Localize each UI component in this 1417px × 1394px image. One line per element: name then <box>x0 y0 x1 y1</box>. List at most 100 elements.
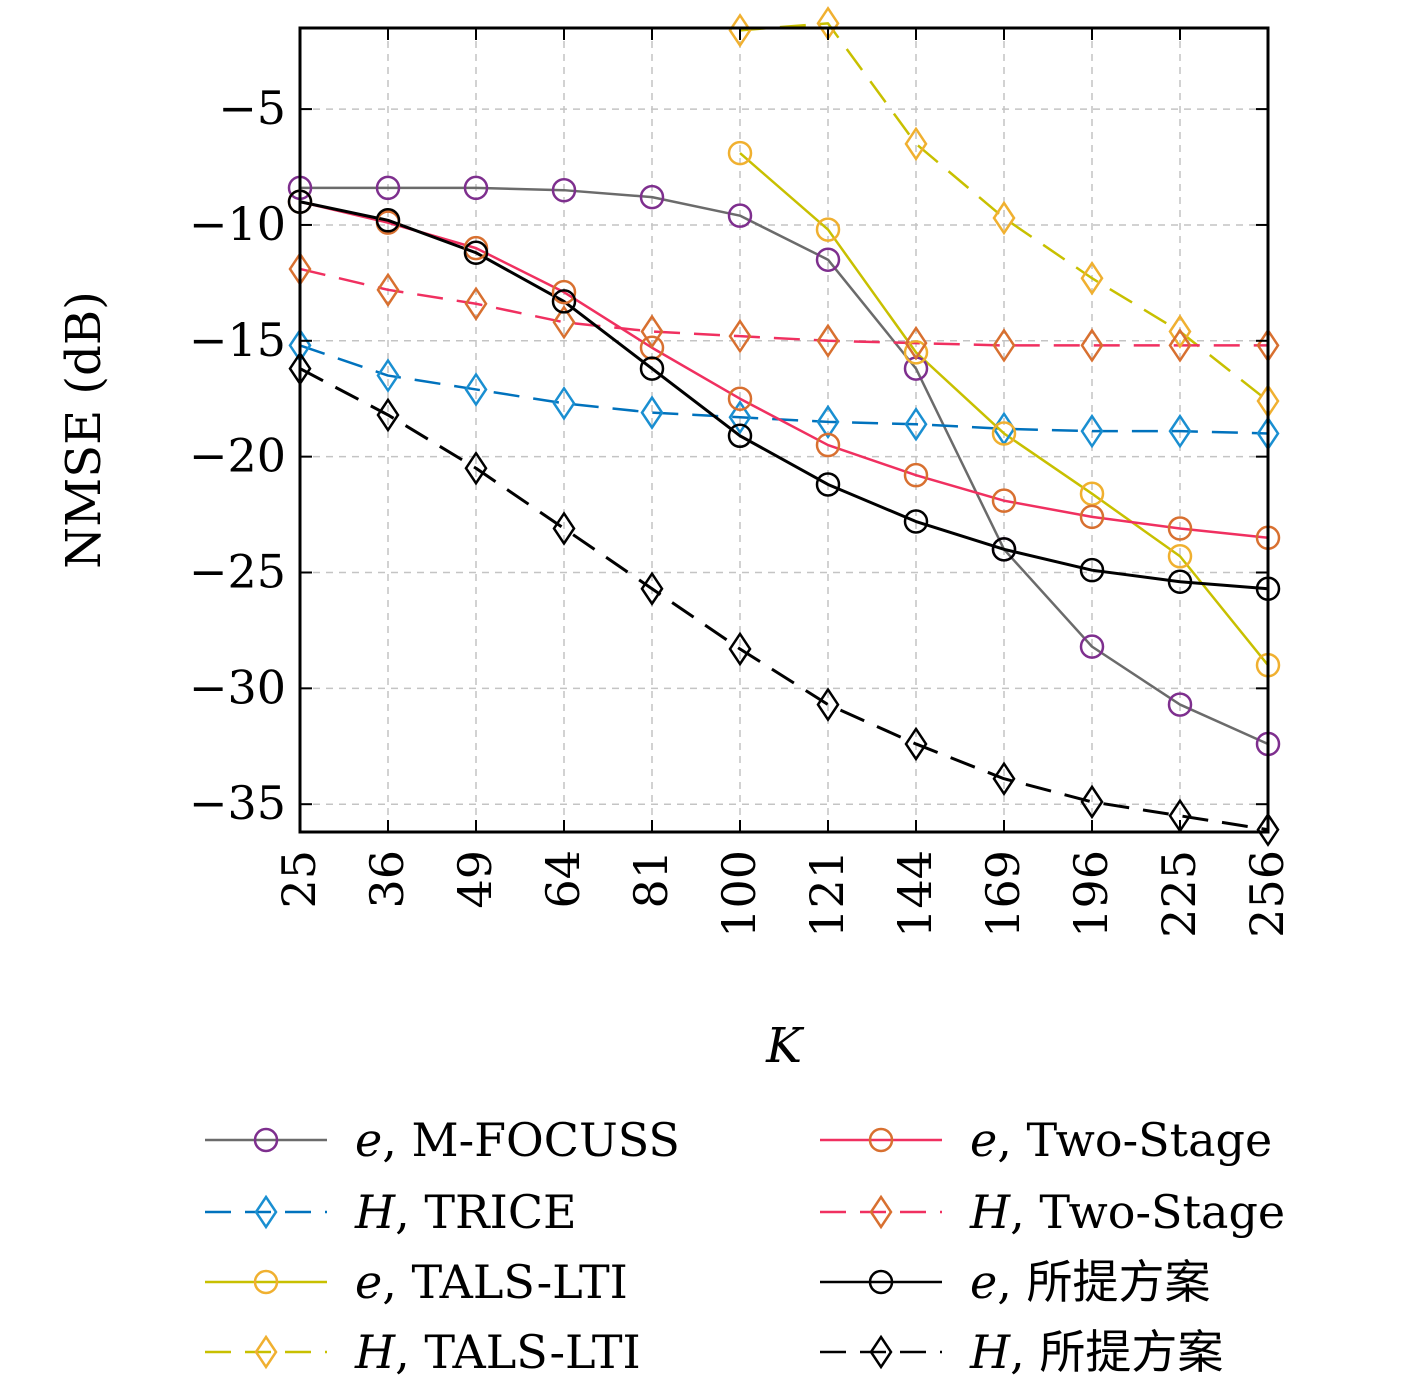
legend-label: e, M-FOCUSS <box>355 1113 680 1167</box>
data-point-H-8 <box>728 631 752 667</box>
legend-item: H, Two-Stage <box>820 1185 1285 1239</box>
series-line-H-2 <box>299 344 1269 435</box>
data-point-H-2 <box>728 400 752 435</box>
x-tick-label: 64 <box>536 850 590 909</box>
data-point-H-4 <box>992 200 1016 236</box>
legend-marker <box>254 1334 278 1370</box>
y-tick-label: −15 <box>189 313 286 367</box>
x-tick-label: 225 <box>1152 850 1206 938</box>
data-point-H-8 <box>816 687 840 722</box>
legend-item: e, M-FOCUSS <box>205 1113 680 1167</box>
y-tick-label: −25 <box>189 544 286 598</box>
series-line-e-1 <box>300 186 1269 746</box>
grid <box>299 28 1269 832</box>
series-line-H-8 <box>299 367 1269 832</box>
data-point-H-8 <box>904 726 928 762</box>
data-point-e-5 <box>551 279 577 305</box>
legend-item: e, 所提方案 <box>820 1255 1210 1309</box>
data-point-H-2 <box>552 386 576 421</box>
x-tick-label: 36 <box>360 850 414 909</box>
data-point-e-3 <box>903 340 929 365</box>
data-point-e-3 <box>991 421 1017 446</box>
data-point-e-3 <box>727 140 753 166</box>
y-tick-label: −20 <box>189 429 286 483</box>
x-tick-label: 25 <box>272 850 326 909</box>
data-point-e-5 <box>991 488 1017 513</box>
data-point-H-8 <box>1080 784 1104 820</box>
data-point-e-7 <box>727 423 753 449</box>
legend-label: H, TRICE <box>354 1185 577 1239</box>
legend-label: e, 所提方案 <box>970 1255 1210 1309</box>
data-point-e-7 <box>815 472 841 497</box>
data-point-e-7 <box>991 537 1017 562</box>
data-point-e-7 <box>375 208 401 233</box>
legend-label: H, Two-Stage <box>969 1185 1285 1239</box>
data-point-e-7 <box>903 509 929 534</box>
data-point-e-3 <box>815 217 841 242</box>
data-point-e-5 <box>1167 516 1193 541</box>
data-point-H-6 <box>992 328 1016 363</box>
legend-label: e, TALS-LTI <box>355 1255 628 1309</box>
series-line-e-3 <box>739 152 1269 666</box>
x-tick-label: 121 <box>800 850 854 938</box>
data-point-e-1 <box>463 175 489 201</box>
data-point-e-1 <box>375 175 401 201</box>
data-point-H-8 <box>1256 812 1280 847</box>
data-point-e-1 <box>815 247 841 272</box>
data-point-H-6 <box>1080 328 1104 363</box>
y-tick-label: −5 <box>218 81 286 135</box>
data-point-H-2 <box>1168 413 1192 449</box>
legend-marker <box>253 1269 279 1295</box>
series-markers <box>287 6 1281 847</box>
x-tick-label: 81 <box>624 850 678 909</box>
legend-item: H, TRICE <box>205 1185 577 1239</box>
data-point-e-5 <box>1079 504 1105 530</box>
data-point-H-2 <box>640 395 664 430</box>
data-point-H-6 <box>1168 328 1192 363</box>
data-point-e-7 <box>463 240 489 265</box>
x-axis-ticks: 25 36 49 64 81 100 121 144 169 196 225 256 <box>272 28 1294 938</box>
legend-marker <box>253 1127 279 1153</box>
x-tick-label: 144 <box>888 850 942 938</box>
legend-marker <box>868 1127 894 1153</box>
legend-marker <box>868 1269 894 1295</box>
x-tick-label: 196 <box>1064 850 1118 938</box>
plot-frame <box>298 26 1270 834</box>
data-point-e-1 <box>639 184 665 210</box>
x-tick-label: 49 <box>448 850 502 909</box>
x-tick-label: 256 <box>1240 850 1294 938</box>
data-point-e-1 <box>1167 692 1193 717</box>
y-axis-ticks: −35 −30 −25 −20 −15 −10 −5 <box>189 81 1268 830</box>
data-point-e-3 <box>1167 544 1193 569</box>
data-point-H-4 <box>728 13 752 48</box>
legend-item: e, Two-Stage <box>820 1113 1272 1167</box>
data-point-e-5 <box>815 432 841 458</box>
data-point-H-6 <box>640 314 664 349</box>
legend-marker <box>869 1194 893 1230</box>
y-tick-label: −10 <box>189 197 286 251</box>
y-tick-label: −30 <box>189 660 286 714</box>
data-point-H-8 <box>640 571 664 606</box>
data-point-e-7 <box>639 356 665 381</box>
y-tick-label: −35 <box>189 776 286 830</box>
x-tick-label: 100 <box>712 850 766 938</box>
legend-label: H, TALS-LTI <box>354 1325 641 1379</box>
legend: e, M-FOCUSS H, TRICE e, TALS-LTI H, TALS-LT… <box>205 1113 1285 1379</box>
legend-marker <box>254 1194 278 1230</box>
data-point-e-1 <box>727 203 753 228</box>
data-point-e-1 <box>551 177 577 203</box>
data-point-e-7 <box>1167 569 1193 595</box>
data-point-H-6 <box>464 286 488 321</box>
data-point-H-2 <box>1080 413 1104 449</box>
data-point-H-8 <box>552 511 576 546</box>
data-point-H-2 <box>464 372 488 407</box>
data-point-e-1 <box>1079 634 1105 659</box>
data-point-e-5 <box>727 386 753 411</box>
series-line-e-5 <box>299 200 1269 539</box>
y-axis-label: NMSE (dB) <box>56 291 112 569</box>
data-point-H-4 <box>904 126 928 162</box>
data-point-H-6 <box>816 323 840 359</box>
data-point-H-4 <box>1080 260 1104 296</box>
data-point-H-4 <box>1168 314 1192 349</box>
x-axis-label: K <box>765 1018 805 1074</box>
